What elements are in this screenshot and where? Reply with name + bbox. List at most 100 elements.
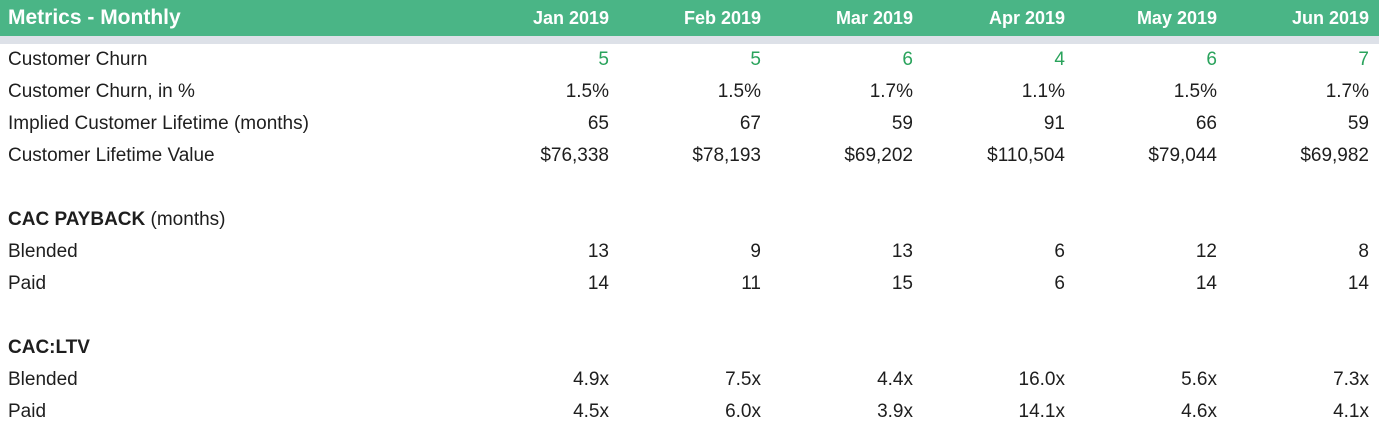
value-cell: 4 — [1054, 49, 1065, 70]
value-cell: 14 — [1347, 273, 1369, 294]
row-label: CAC PAYBACK (months) — [0, 204, 467, 236]
row-label: CAC:LTV — [0, 332, 467, 364]
value-cell — [619, 204, 771, 236]
row-label: Implied Customer Lifetime (months) — [8, 113, 309, 134]
spacer-row — [0, 172, 1379, 204]
value-cell: 8 — [1358, 241, 1369, 262]
value-cell: 4.4x — [877, 369, 913, 390]
section-title: CAC:LTV — [8, 337, 90, 358]
value-cell: 6 — [902, 49, 913, 70]
column-header-apr-2019: Apr 2019 — [923, 0, 1075, 36]
value-cell — [619, 332, 771, 364]
row-label: Paid — [8, 273, 47, 294]
value-cell: 3.9x — [877, 401, 913, 422]
value-cell — [467, 204, 619, 236]
value-cell: 12 — [1195, 241, 1217, 262]
column-header-may-2019: May 2019 — [1075, 0, 1227, 36]
value-cell: 14 — [587, 273, 609, 294]
row-label: Customer Lifetime Value — [8, 145, 215, 166]
row-label: Customer Churn — [8, 49, 148, 70]
value-cell: 7.3x — [1333, 369, 1369, 390]
value-cell: 1.5% — [717, 81, 761, 102]
value-cell: 11 — [741, 273, 761, 294]
value-cell: 6 — [1054, 273, 1065, 294]
spacer-row — [0, 300, 1379, 332]
column-header-feb-2019: Feb 2019 — [619, 0, 771, 36]
value-cell — [923, 332, 1075, 364]
value-cell: 14 — [1195, 273, 1217, 294]
value-cell — [771, 332, 923, 364]
value-cell: 1.7% — [869, 81, 913, 102]
value-cell: 6 — [1206, 49, 1217, 70]
value-cell — [771, 204, 923, 236]
value-cell: 1.5% — [1173, 81, 1217, 102]
value-cell: 15 — [891, 273, 913, 294]
row-label: Customer Churn, in % — [8, 81, 195, 102]
spacer-cell — [0, 300, 1379, 332]
row-implied-customer-lifetime-months: Implied Customer Lifetime (months) 65 67 59… — [0, 108, 1379, 140]
spacer-cell — [0, 172, 1379, 204]
value-cell: 6.0x — [725, 401, 761, 422]
table-header: Metrics - Monthly Jan 2019 Feb 2019 Mar 20… — [0, 0, 1379, 44]
value-cell: 5.6x — [1181, 369, 1217, 390]
value-cell: 13 — [587, 241, 609, 262]
value-cell: 5 — [750, 49, 761, 70]
value-cell — [1227, 332, 1379, 364]
row-label: Paid — [8, 401, 47, 422]
column-header-jun-2019: Jun 2019 — [1227, 0, 1379, 36]
row-label: Blended — [8, 241, 78, 262]
value-cell — [467, 332, 619, 364]
table-body: Customer Churn 5 5 6 4 6 7 Customer Churn, in %… — [0, 44, 1379, 428]
row-paid: Paid 14 11 15 6 14 14 — [0, 268, 1379, 300]
value-cell: 4.9x — [573, 369, 609, 390]
value-cell: $69,202 — [844, 145, 913, 166]
column-header-jan-2019: Jan 2019 — [467, 0, 619, 36]
value-cell: 65 — [587, 113, 609, 134]
value-cell: 4.1x — [1333, 401, 1369, 422]
value-cell: 66 — [1195, 113, 1217, 134]
header-divider — [0, 36, 1379, 44]
value-cell: 16.0x — [1018, 369, 1065, 390]
value-cell: 1.1% — [1021, 81, 1065, 102]
column-header-mar-2019: Mar 2019 — [771, 0, 923, 36]
value-cell: 5 — [598, 49, 609, 70]
row-customer-lifetime-value: Customer Lifetime Value $76,338 $78,193 $69… — [0, 140, 1379, 172]
value-cell: 4.5x — [573, 401, 609, 422]
row-label: Blended — [8, 369, 78, 390]
value-cell: 7.5x — [725, 369, 761, 390]
value-cell: 13 — [891, 241, 913, 262]
value-cell: 14.1x — [1018, 401, 1065, 422]
row-customer-churn: Customer Churn 5 5 6 4 6 7 — [0, 44, 1379, 76]
value-cell: 59 — [891, 113, 913, 134]
row-cac-ltv: CAC:LTV — [0, 332, 1379, 364]
value-cell — [923, 204, 1075, 236]
value-cell: $76,338 — [540, 145, 609, 166]
value-cell: $78,193 — [692, 145, 761, 166]
row-paid: Paid 4.5x 6.0x 3.9x 14.1x 4.6x 4.1x — [0, 396, 1379, 428]
section-title-suffix: (months) — [145, 209, 226, 230]
value-cell: 1.5% — [565, 81, 609, 102]
row-cac-payback: CAC PAYBACK (months) — [0, 204, 1379, 236]
section-title: CAC PAYBACK — [8, 209, 146, 230]
row-customer-churn-in: Customer Churn, in % 1.5% 1.5% 1.7% 1.1% 1.5%… — [0, 76, 1379, 108]
value-cell: 59 — [1347, 113, 1369, 134]
value-cell: 9 — [750, 241, 761, 262]
header-row: Metrics - Monthly Jan 2019 Feb 2019 Mar 20… — [0, 0, 1379, 36]
value-cell: 4.6x — [1181, 401, 1217, 422]
value-cell — [1227, 204, 1379, 236]
value-cell: $69,982 — [1300, 145, 1369, 166]
divider-line — [0, 36, 1379, 44]
row-blended: Blended 4.9x 7.5x 4.4x 16.0x 5.6x 7.3x — [0, 364, 1379, 396]
value-cell: $79,044 — [1148, 145, 1217, 166]
value-cell: 67 — [739, 113, 761, 134]
value-cell: $110,504 — [987, 145, 1065, 166]
value-cell: 6 — [1054, 241, 1065, 262]
row-blended: Blended 13 9 13 6 12 8 — [0, 236, 1379, 268]
value-cell — [1075, 332, 1227, 364]
value-cell: 7 — [1358, 49, 1369, 70]
value-cell — [1075, 204, 1227, 236]
value-cell: 91 — [1043, 113, 1065, 134]
value-cell: 1.7% — [1325, 81, 1369, 102]
